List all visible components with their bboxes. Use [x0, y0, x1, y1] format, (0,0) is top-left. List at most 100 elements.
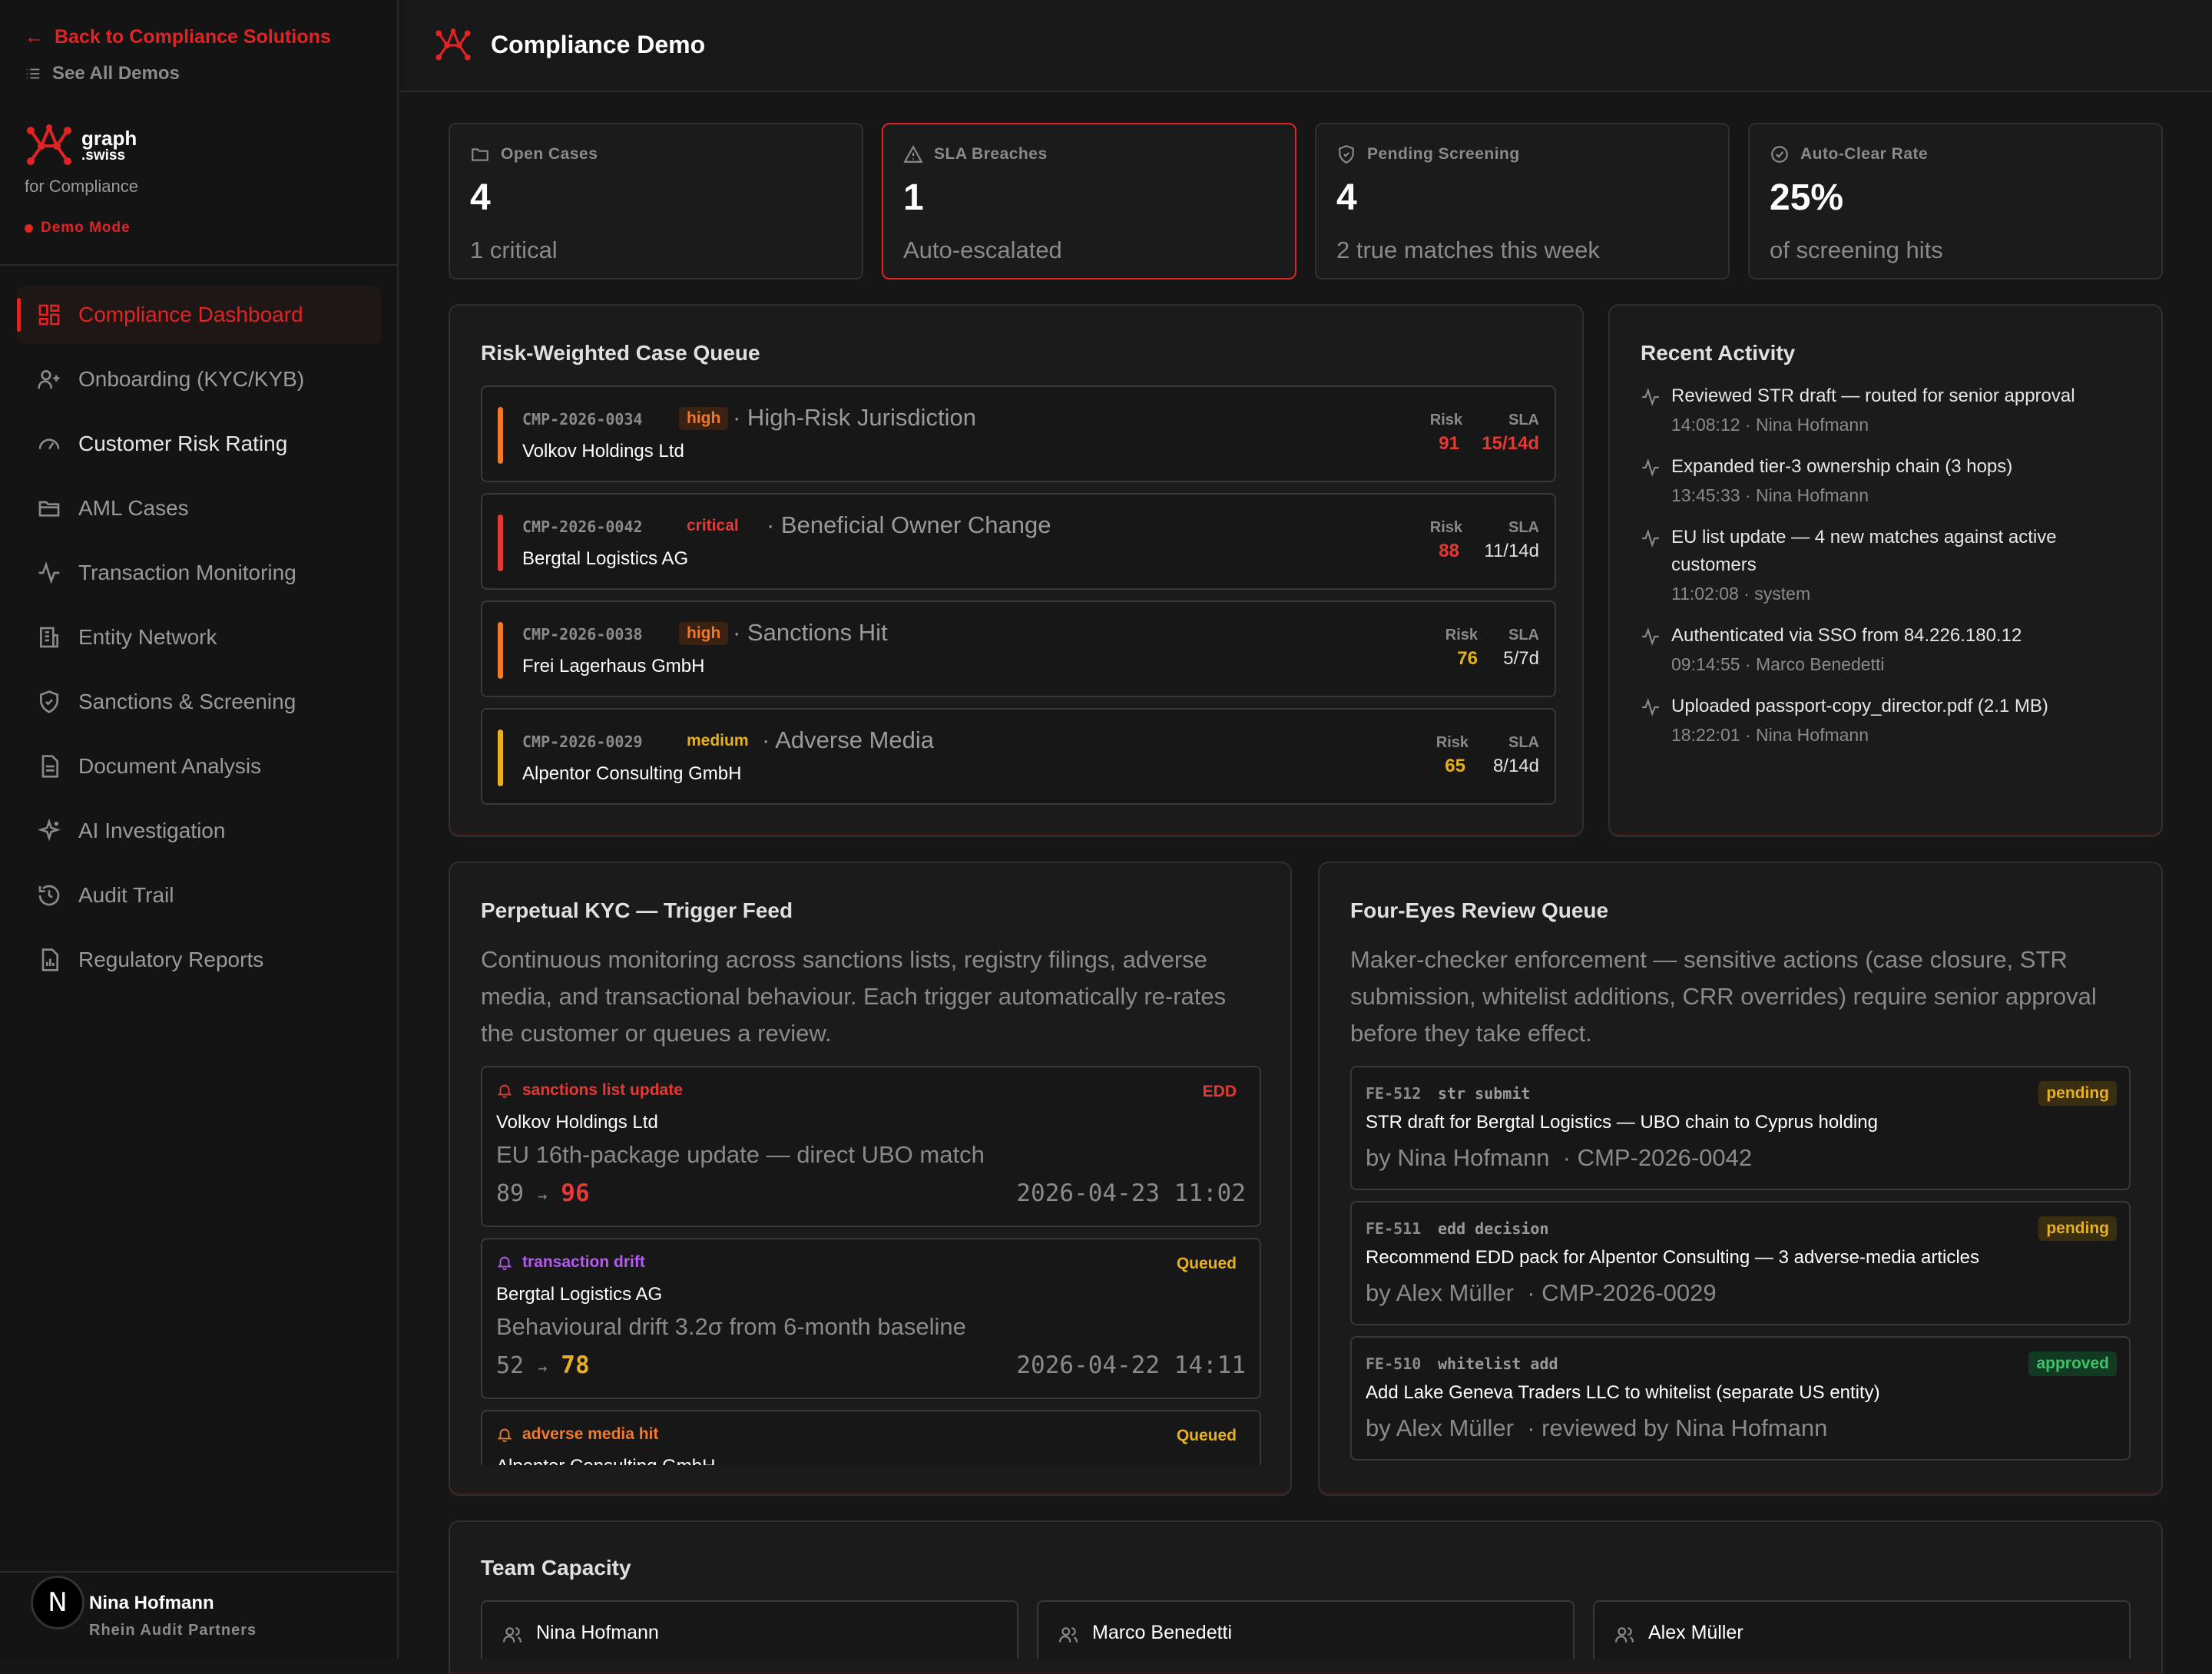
back-link[interactable]: ← Back to Compliance Solutions [25, 26, 331, 48]
case-row[interactable]: CMP-2026-0038 high · Sanctions Hit Frei … [481, 600, 1556, 697]
history-icon [38, 885, 60, 906]
review-text: Add Lake Geneva Traders LLC to whitelist… [1366, 1382, 1880, 1403]
nav-aml-cases[interactable]: AML Cases [17, 479, 381, 538]
review-id: FE-512 [1366, 1084, 1422, 1103]
stat-pending-screening[interactable]: Pending Screening 4 2 true matches this … [1315, 123, 1730, 280]
case-row[interactable]: CMP-2026-0042 critical · Beneficial Owne… [481, 493, 1556, 590]
case-id: CMP-2026-0042 [522, 518, 643, 536]
user-profile[interactable] [0, 1571, 399, 1659]
nav-onboarding[interactable]: Onboarding (KYC/KYB) [17, 350, 381, 409]
team-member-card[interactable]: Marco Benedetti [1037, 1600, 1575, 1659]
avatar[interactable]: N [31, 1576, 84, 1629]
review-type: whitelist add [1438, 1355, 1558, 1373]
stat-value: 4 [470, 177, 491, 218]
case-customer: Bergtal Logistics AG [522, 548, 689, 569]
severity-badge: high [679, 622, 729, 645]
risk-label: Risk [1445, 627, 1478, 643]
demo-mode-badge: Demo Mode [25, 220, 131, 237]
case-row[interactable]: CMP-2026-0034 high · High-Risk Jurisdict… [481, 385, 1556, 482]
case-type: · High-Risk Jurisdiction [733, 404, 976, 431]
trigger-card[interactable]: transaction drift Queued Bergtal Logisti… [481, 1238, 1261, 1399]
risk-label: Risk [1429, 519, 1462, 536]
trigger-card[interactable]: adverse media hit Queued Alpentor Consul… [481, 1410, 1261, 1465]
review-item[interactable]: FE-511 edd decision pending Recommend ED… [1350, 1201, 2131, 1325]
panel-description: Maker-checker enforcement — sensitive ac… [1350, 946, 2097, 1047]
stat-subtext: Auto-escalated [903, 237, 1062, 263]
team-member-card[interactable]: Nina Hofmann [481, 1600, 1018, 1659]
review-item[interactable]: FE-510 whitelist add approved Add Lake G… [1350, 1336, 2131, 1461]
users-icon [1615, 1627, 1634, 1643]
nav-audit-trail[interactable]: Audit Trail [17, 866, 381, 925]
document-icon [41, 755, 58, 778]
nav-regulatory-reports[interactable]: Regulatory Reports [17, 931, 381, 989]
trigger-card[interactable]: sanctions list update EDD Volkov Holding… [481, 1066, 1261, 1227]
status-badge: pending [2038, 1081, 2117, 1106]
team-member-card[interactable]: Alex Müller [1593, 1600, 2131, 1659]
shield-icon [1339, 145, 1354, 164]
dashboard-icon [38, 304, 60, 326]
see-all-demos-link[interactable]: See All Demos [25, 63, 180, 84]
trigger-time: 2026-04-22 14:11 [1016, 1351, 1246, 1379]
sla-value: 11/14d [1484, 541, 1539, 561]
trigger-status: Queued [1176, 1255, 1237, 1272]
nav-ai-investigation[interactable]: AI Investigation [17, 802, 381, 860]
arrow-left-icon: ← [25, 26, 44, 48]
case-id: CMP-2026-0038 [522, 625, 643, 643]
brand-tagline: for Compliance [25, 177, 138, 196]
sla-label: SLA [1508, 734, 1539, 751]
panel-title: Risk-Weighted Case Queue [481, 341, 760, 365]
gauge-icon [38, 438, 60, 450]
nav-document-analysis[interactable]: Document Analysis [17, 737, 381, 796]
nav-entity-network[interactable]: Entity Network [17, 608, 381, 667]
review-type: str submit [1438, 1084, 1531, 1103]
status-dot-icon [25, 223, 33, 233]
trigger-customer: Bergtal Logistics AG [496, 1284, 663, 1305]
risk-score: 65 [1445, 756, 1465, 776]
four-eyes-review-panel: Four-Eyes Review Queue Maker-checker enf… [1318, 862, 2163, 1496]
nav-compliance-dashboard[interactable]: Compliance Dashboard [17, 286, 381, 344]
sla-value: 15/14d [1482, 433, 1539, 454]
shield-icon [40, 690, 58, 713]
risk-score: 76 [1457, 648, 1478, 669]
case-type: · Beneficial Owner Change [767, 511, 1051, 538]
activity-icon [1642, 387, 1659, 407]
severity-bar [498, 622, 503, 679]
bell-icon [497, 1428, 512, 1443]
team-member-name: Marco Benedetti [1092, 1622, 1233, 1643]
nav-sanctions-screening[interactable]: Sanctions & Screening [17, 673, 381, 731]
severity-bar [498, 729, 503, 786]
graph-logo-icon [27, 124, 71, 165]
stat-open-cases[interactable]: Open Cases 4 1 critical [449, 123, 863, 280]
nav-customer-risk-rating[interactable]: Customer Risk Rating [17, 415, 381, 473]
panel-title: Perpetual KYC — Trigger Feed [481, 898, 793, 922]
trigger-detail: Behavioural drift 3.2σ from 6-month base… [496, 1313, 966, 1340]
case-customer: Frei Lagerhaus GmbH [522, 656, 705, 677]
review-text: STR draft for Bergtal Logistics — UBO ch… [1366, 1112, 1878, 1133]
panel-title: Recent Activity [1641, 341, 1796, 365]
arrow-right-icon: → [538, 1358, 548, 1377]
stat-auto-clear-rate[interactable]: Auto-Clear Rate 25% of screening hits [1748, 123, 2163, 280]
sidebar-nav: Compliance Dashboard Onboarding (KYC/KYB… [17, 286, 381, 995]
case-customer: Volkov Holdings Ltd [522, 441, 684, 462]
team-member-name: Nina Hofmann [536, 1622, 659, 1643]
folder-icon [38, 501, 60, 517]
nav-transaction-monitoring[interactable]: Transaction Monitoring [17, 544, 381, 602]
review-author: by Alex Müller · reviewed by Nina Hofman… [1366, 1414, 1828, 1441]
bell-icon [497, 1084, 512, 1099]
users-icon [503, 1627, 522, 1643]
divider [0, 264, 399, 266]
arrow-right-icon: → [538, 1186, 548, 1205]
users-icon [1059, 1627, 1078, 1643]
risk-change: 52 → 78 [496, 1351, 590, 1379]
case-row[interactable]: CMP-2026-0029 medium · Adverse Media Alp… [481, 708, 1556, 805]
case-id: CMP-2026-0029 [522, 733, 643, 751]
stat-sla-breaches[interactable]: SLA Breaches 1 Auto-escalated [882, 123, 1296, 280]
review-author: by Nina Hofmann · CMP-2026-0042 [1366, 1144, 1753, 1171]
risk-change: 89 → 96 [496, 1179, 590, 1207]
activity-icon [1642, 627, 1659, 647]
review-item[interactable]: FE-512 str submit pending STR draft for … [1350, 1066, 2131, 1190]
panel-title: Team Capacity [481, 1556, 631, 1580]
sparkles-icon [38, 819, 61, 842]
kyc-trigger-feed-panel: Perpetual KYC — Trigger Feed Continuous … [449, 862, 1292, 1496]
brand-logo[interactable]: graph .swiss [25, 123, 137, 169]
